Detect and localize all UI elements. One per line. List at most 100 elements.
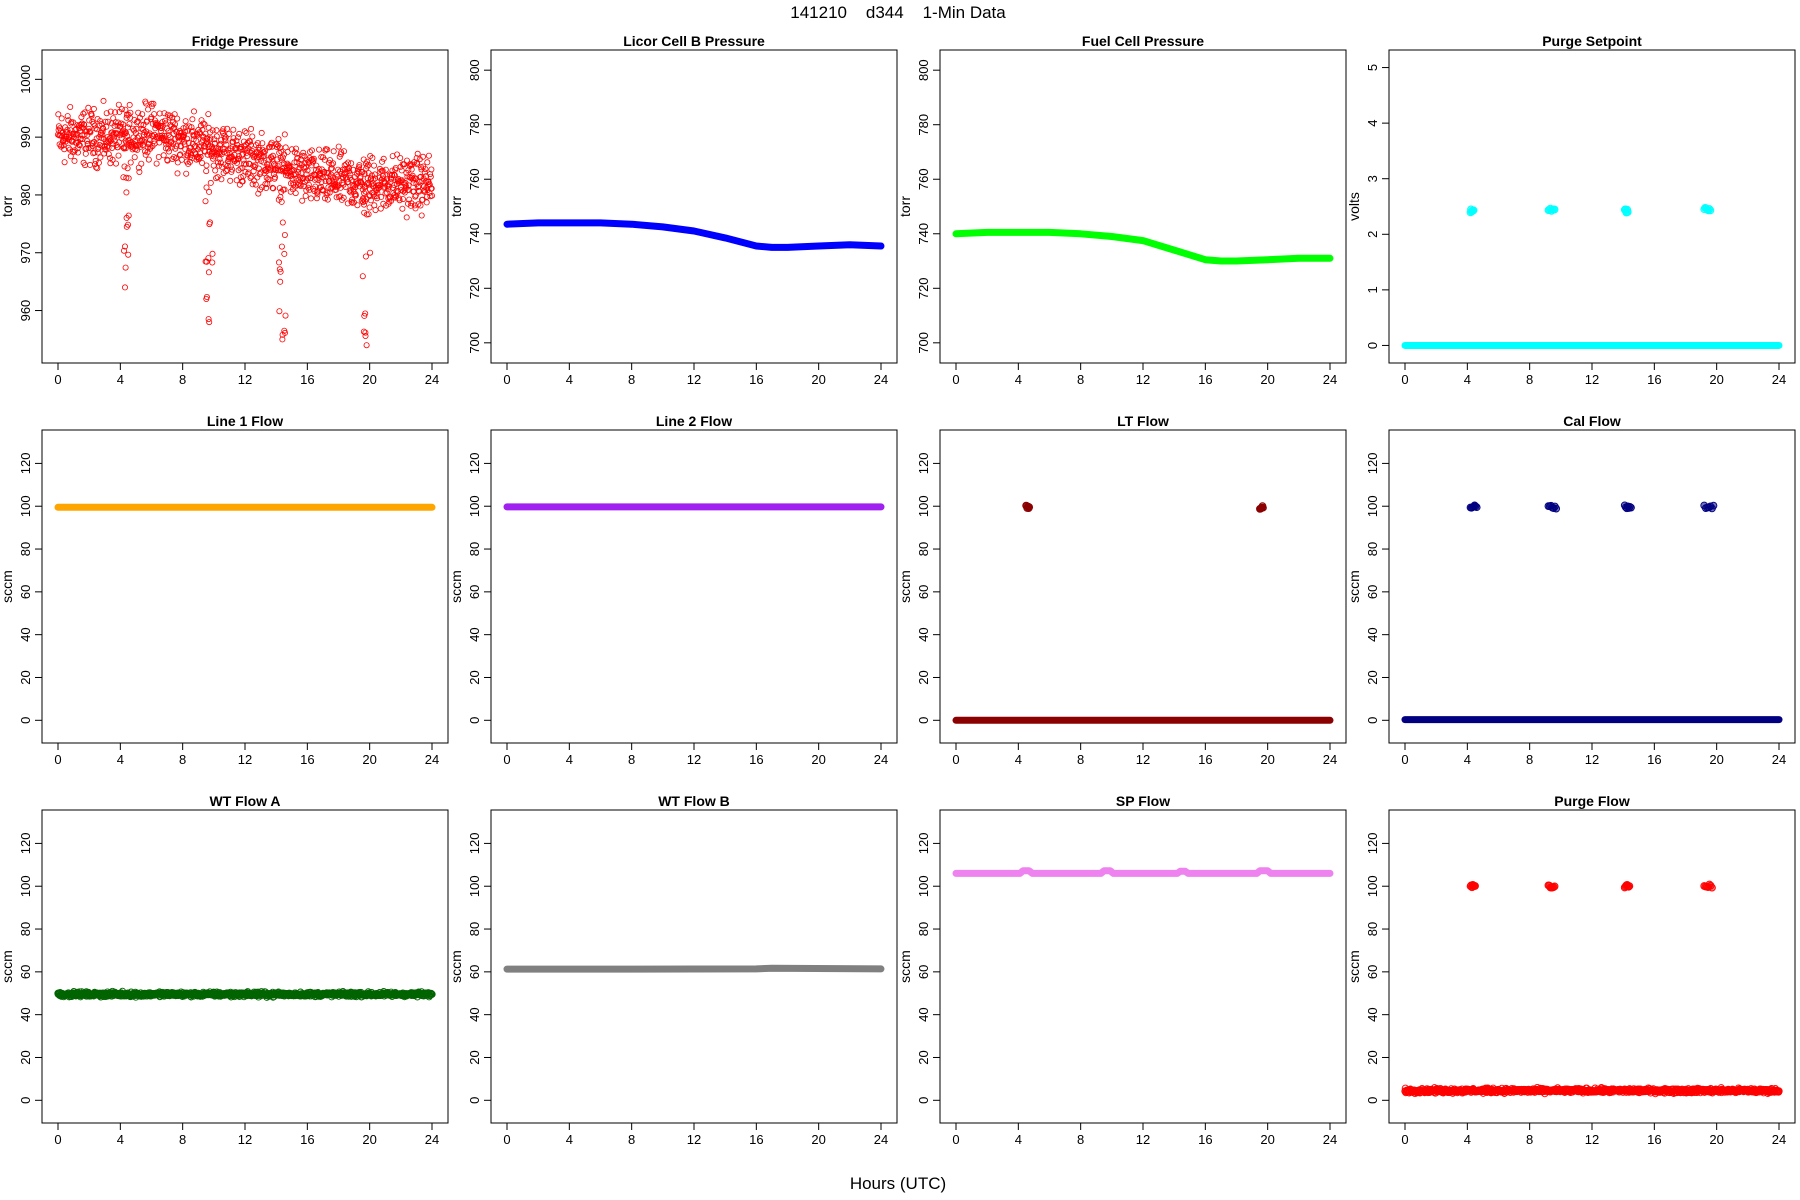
data-point bbox=[312, 183, 319, 190]
y-tick-label: 120 bbox=[1365, 453, 1380, 475]
x-tick-label: 24 bbox=[1772, 752, 1786, 767]
data-point bbox=[417, 202, 424, 209]
data-point bbox=[141, 136, 148, 143]
y-axis-label: sccm bbox=[448, 950, 464, 983]
data-point bbox=[61, 159, 68, 166]
data-point bbox=[127, 159, 134, 166]
data-point bbox=[371, 171, 378, 178]
y-tick-label: 960 bbox=[18, 300, 33, 322]
panel-11: Purge Flow 0 4 8 12 16 20 24 0 20 40 60 80 100 120 sccm bbox=[1346, 793, 1796, 1147]
data-point bbox=[302, 192, 309, 199]
x-tick-label: 12 bbox=[1136, 372, 1150, 387]
x-tick-label: 24 bbox=[874, 372, 888, 387]
data-point bbox=[182, 124, 189, 131]
data-point bbox=[121, 163, 128, 170]
data-point bbox=[92, 157, 99, 164]
x-tick-label: 4 bbox=[566, 1132, 573, 1147]
data-point bbox=[346, 168, 353, 175]
data-point bbox=[104, 118, 111, 125]
data-point bbox=[248, 125, 255, 132]
y-tick-label: 60 bbox=[916, 585, 931, 599]
data-point bbox=[80, 110, 87, 117]
y-tick-label: 80 bbox=[467, 922, 482, 936]
data-point bbox=[113, 160, 120, 167]
y-tick-label: 120 bbox=[467, 453, 482, 475]
y-tick-label: 80 bbox=[916, 922, 931, 936]
data-point bbox=[377, 205, 384, 212]
data-point bbox=[397, 154, 404, 161]
data-point bbox=[291, 167, 298, 174]
data-point bbox=[363, 180, 370, 187]
data-point bbox=[338, 149, 345, 156]
data-point bbox=[425, 152, 432, 159]
data-point bbox=[407, 202, 414, 209]
data-point bbox=[169, 155, 176, 162]
data-point bbox=[190, 132, 197, 139]
data-point bbox=[207, 135, 214, 142]
data-point bbox=[182, 146, 189, 153]
data-point bbox=[209, 127, 216, 134]
data-point bbox=[196, 155, 203, 162]
data-point bbox=[175, 137, 182, 144]
data-point bbox=[348, 160, 355, 167]
y-tick-label: 780 bbox=[916, 114, 931, 136]
x-tick-label: 16 bbox=[1198, 1132, 1212, 1147]
data-point bbox=[241, 128, 248, 135]
data-point bbox=[370, 176, 377, 183]
y-tick-label: 980 bbox=[18, 184, 33, 206]
data-point bbox=[284, 148, 291, 155]
data-point bbox=[293, 150, 300, 157]
data-point bbox=[247, 138, 254, 145]
data-point bbox=[100, 97, 107, 104]
data-point bbox=[359, 273, 366, 280]
data-point bbox=[278, 157, 285, 164]
x-tick-label: 16 bbox=[749, 752, 763, 767]
plot-frame bbox=[1388, 809, 1796, 1124]
data-point bbox=[255, 165, 262, 172]
data-point bbox=[260, 149, 267, 156]
y-tick-label: 80 bbox=[1365, 922, 1380, 936]
y-tick-label: 0 bbox=[1365, 342, 1380, 349]
y-tick-label: 60 bbox=[18, 965, 33, 979]
x-tick-label: 24 bbox=[1323, 1132, 1337, 1147]
plot-frame bbox=[1388, 49, 1796, 364]
data-point bbox=[259, 140, 266, 147]
data-point bbox=[66, 130, 73, 137]
data-point bbox=[352, 192, 359, 199]
data-point bbox=[258, 129, 265, 136]
panel-7: Cal Flow 0 4 8 12 16 20 24 0 20 40 60 80 100 120 sccm bbox=[1346, 413, 1796, 767]
data-point bbox=[346, 188, 353, 195]
x-tick-label: 20 bbox=[362, 752, 376, 767]
data-point bbox=[350, 186, 357, 193]
data-point bbox=[418, 212, 425, 219]
x-tick-label: 8 bbox=[628, 752, 635, 767]
x-tick-label: 8 bbox=[1077, 1132, 1084, 1147]
data-point bbox=[139, 142, 146, 149]
data-point bbox=[120, 121, 127, 128]
data-point bbox=[304, 167, 311, 174]
y-tick-label: 0 bbox=[916, 717, 931, 724]
data-point bbox=[136, 168, 143, 175]
series-line bbox=[952, 228, 1334, 265]
data-point bbox=[203, 168, 210, 175]
data-point bbox=[90, 105, 97, 112]
data-point bbox=[206, 136, 213, 143]
data-point bbox=[338, 196, 345, 203]
data-point bbox=[115, 152, 122, 159]
data-point bbox=[306, 148, 313, 155]
data-point bbox=[160, 152, 167, 159]
data-point bbox=[394, 151, 401, 158]
data-point bbox=[279, 168, 286, 175]
series-fridge-pressure bbox=[55, 97, 435, 349]
data-point bbox=[251, 177, 258, 184]
x-tick-label: 20 bbox=[1260, 752, 1274, 767]
data-point bbox=[333, 194, 340, 201]
data-point bbox=[118, 106, 125, 113]
y-tick-label: 3 bbox=[1365, 175, 1380, 182]
data-point bbox=[78, 121, 85, 128]
data-point bbox=[165, 148, 172, 155]
y-axis-label: sccm bbox=[1346, 950, 1362, 983]
panel-title: Cal Flow bbox=[1563, 413, 1621, 429]
